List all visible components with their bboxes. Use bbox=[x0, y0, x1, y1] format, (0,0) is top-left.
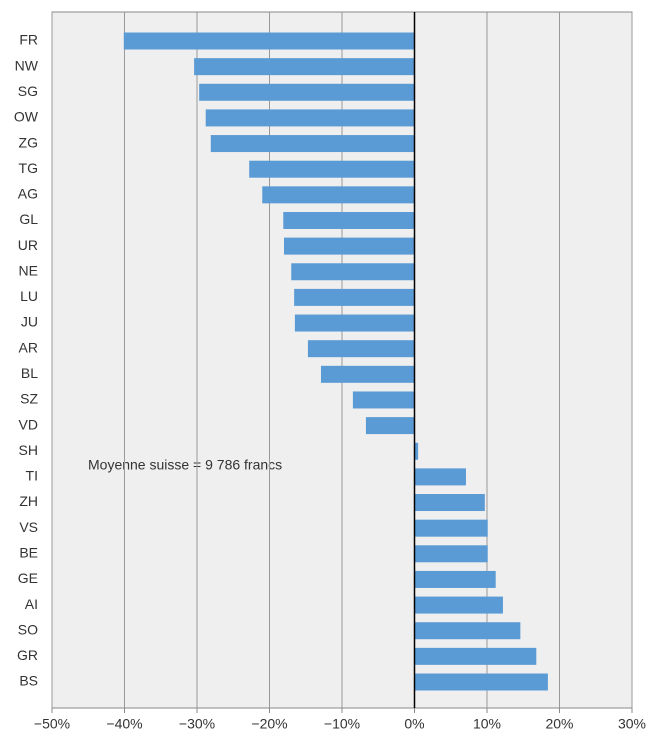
y-tick-label: AG bbox=[18, 186, 38, 202]
y-tick-label: GL bbox=[19, 211, 38, 227]
x-tick-label: −30% bbox=[179, 716, 215, 732]
y-tick-label: AI bbox=[25, 596, 38, 612]
annotation: Moyenne suisse = 9 786 francs bbox=[88, 457, 282, 473]
x-tick-label: 20% bbox=[545, 716, 573, 732]
bar bbox=[414, 622, 521, 640]
bar bbox=[210, 135, 415, 153]
y-tick-label: UR bbox=[18, 237, 38, 253]
bar bbox=[294, 288, 415, 306]
bar bbox=[414, 647, 537, 665]
y-tick-label: AR bbox=[19, 339, 38, 355]
bar bbox=[205, 109, 415, 127]
y-tick-label: GE bbox=[18, 570, 38, 586]
x-tick-label: −50% bbox=[34, 716, 70, 732]
y-tick-label: JU bbox=[21, 314, 38, 330]
y-tick-label: NW bbox=[15, 57, 39, 73]
x-tick-label: 10% bbox=[473, 716, 501, 732]
y-tick-label: FR bbox=[19, 32, 38, 48]
x-tick-label: −40% bbox=[106, 716, 142, 732]
bar bbox=[199, 83, 415, 101]
y-tick-label: VS bbox=[19, 519, 38, 535]
y-tick-label: SG bbox=[18, 83, 38, 99]
y-tick-label: NE bbox=[19, 262, 38, 278]
x-tick-label: 0% bbox=[404, 716, 424, 732]
y-tick-label: BS bbox=[19, 673, 38, 689]
bar bbox=[414, 673, 548, 691]
y-tick-label: TG bbox=[19, 160, 38, 176]
bar bbox=[365, 417, 415, 435]
y-tick-label: SH bbox=[19, 442, 38, 458]
bar bbox=[284, 237, 415, 255]
bar bbox=[249, 160, 415, 178]
bar bbox=[414, 519, 488, 537]
bar bbox=[307, 340, 415, 358]
y-tick-label: TI bbox=[26, 468, 38, 484]
bar bbox=[294, 314, 415, 332]
y-tick-label: OW bbox=[14, 109, 39, 125]
bar bbox=[291, 263, 415, 281]
bar bbox=[123, 32, 415, 50]
bar bbox=[283, 211, 415, 229]
bar bbox=[414, 468, 466, 486]
y-tick-label: ZG bbox=[19, 134, 38, 150]
y-tick-label: GR bbox=[17, 647, 38, 663]
y-tick-label: LU bbox=[20, 288, 38, 304]
bar bbox=[414, 570, 496, 588]
bar bbox=[194, 58, 415, 76]
y-tick-label: ZH bbox=[19, 493, 38, 509]
y-tick-label: BL bbox=[21, 365, 38, 381]
y-tick-label: SO bbox=[18, 621, 38, 637]
bar bbox=[414, 442, 419, 460]
x-tick-label: −20% bbox=[251, 716, 287, 732]
bar bbox=[414, 596, 503, 614]
y-tick-label: VD bbox=[19, 416, 38, 432]
bar bbox=[414, 494, 485, 512]
bar bbox=[262, 186, 415, 204]
bar bbox=[320, 365, 415, 383]
x-tick-label: −10% bbox=[324, 716, 360, 732]
y-tick-label: BE bbox=[19, 545, 38, 561]
y-tick-label: SZ bbox=[20, 391, 38, 407]
bar bbox=[414, 545, 488, 563]
x-tick-label: 30% bbox=[618, 716, 646, 732]
bar bbox=[352, 391, 415, 409]
